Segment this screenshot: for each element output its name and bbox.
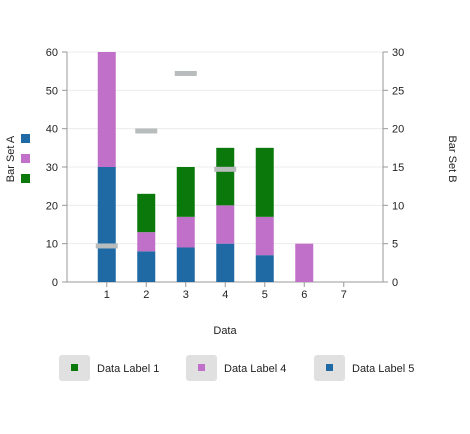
x-axis-title: Data	[213, 325, 237, 337]
x-tick-label: 6	[301, 289, 307, 301]
x-axis-ticks: 1 2 3 4 5 6 7	[104, 282, 347, 301]
left-tick-label: 0	[52, 277, 58, 289]
left-legend-swatch	[21, 134, 30, 143]
legend-item[interactable]: Data Label 5	[314, 355, 414, 381]
bar-set-b-marker	[135, 128, 158, 134]
left-legend-swatch	[21, 154, 30, 163]
bar-segment	[97, 167, 116, 282]
legend-swatch	[71, 364, 78, 371]
left-tick-label: 50	[46, 85, 58, 97]
left-tick-label: 40	[46, 124, 58, 136]
legend-label: Data Label 1	[97, 363, 159, 375]
left-tick-label: 20	[46, 200, 58, 212]
x-tick-label: 3	[183, 289, 189, 301]
bar-set-b-marker	[214, 166, 237, 172]
bar-segment	[137, 251, 156, 282]
bar-segment	[216, 205, 235, 244]
right-tick-label: 5	[392, 239, 398, 251]
bar-segment	[97, 52, 116, 167]
legend-label: Data Label 4	[224, 363, 286, 375]
x-tick-label: 7	[341, 289, 347, 301]
x-tick-label: 5	[262, 289, 268, 301]
x-tick-label: 1	[104, 289, 110, 301]
right-tick-label: 10	[392, 200, 404, 212]
right-axis-ticks: 0 5 10 15 20 25 30	[383, 47, 404, 289]
bars	[97, 52, 314, 282]
bar-segment	[176, 247, 195, 282]
x-tick-label: 4	[222, 289, 228, 301]
legend-swatch	[326, 364, 333, 371]
left-tick-label: 60	[46, 47, 58, 59]
right-axis-title: Bar Set B	[446, 135, 458, 182]
bar-segment	[137, 232, 156, 252]
legend-item[interactable]: Data Label 4	[186, 355, 286, 381]
bar-set-b-marker	[95, 243, 118, 249]
legend: Data Label 1 Data Label 4 Data Label 5	[59, 355, 414, 381]
left-tick-label: 30	[46, 162, 58, 174]
bar-segment	[216, 243, 235, 282]
left-legend-swatches	[21, 134, 30, 183]
bar-segment	[176, 216, 195, 248]
legend-item[interactable]: Data Label 1	[59, 355, 159, 381]
right-tick-label: 0	[392, 277, 398, 289]
bar-segment	[295, 243, 314, 282]
x-tick-label: 2	[143, 289, 149, 301]
right-tick-label: 30	[392, 47, 404, 59]
bar-segment	[255, 255, 274, 282]
right-tick-label: 25	[392, 85, 404, 97]
bar-segment	[255, 147, 274, 217]
bar-segment	[176, 167, 195, 217]
legend-label: Data Label 5	[352, 363, 414, 375]
bar-segment	[216, 147, 235, 206]
left-axis-ticks: 0 10 20 30 40 50 60	[46, 47, 67, 289]
legend-swatch	[198, 364, 205, 371]
bar-segment	[137, 193, 156, 233]
bar-set-b-markers	[95, 70, 237, 249]
left-axis-title: Bar Set A	[5, 135, 17, 182]
right-tick-label: 15	[392, 162, 404, 174]
right-tick-label: 20	[392, 124, 404, 136]
bar-segment	[255, 216, 274, 256]
bar-set-b-marker	[174, 70, 197, 76]
left-tick-label: 10	[46, 239, 58, 251]
left-legend-swatch	[21, 174, 30, 183]
